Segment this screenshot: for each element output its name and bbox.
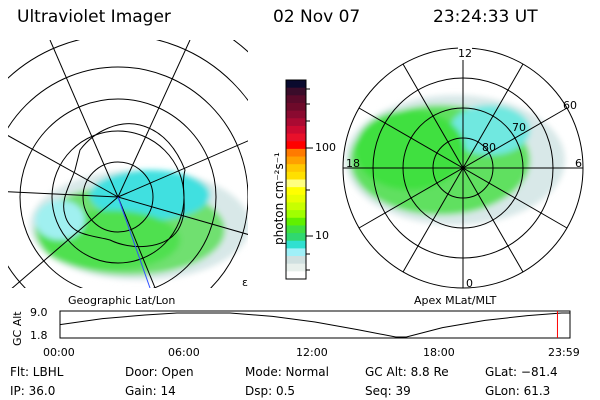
colorbar-segment bbox=[286, 271, 306, 280]
colorbar-segment bbox=[286, 80, 306, 89]
colorbar-ticks bbox=[306, 88, 313, 271]
colorbar-segment bbox=[286, 179, 306, 188]
altitude-plot-frame bbox=[59, 310, 571, 339]
xtick-0000: 00:00 bbox=[43, 346, 75, 359]
ytick-1-8: 1.8 bbox=[30, 329, 48, 342]
colorbar-segment bbox=[286, 141, 306, 150]
xtick-2359: 23:59 bbox=[548, 346, 580, 359]
xtick-1800: 18:00 bbox=[423, 346, 455, 359]
mlat-60: 60 bbox=[563, 99, 577, 112]
colorbar-segment bbox=[286, 95, 306, 104]
date-label: 02 Nov 07 bbox=[273, 7, 361, 27]
colorbar-tick-10: 10 bbox=[315, 229, 329, 242]
colorbar-segment bbox=[286, 256, 306, 265]
xtick-0600: 06:00 bbox=[168, 346, 200, 359]
colorbar-segment bbox=[286, 187, 306, 196]
colorbar-segment bbox=[286, 156, 306, 165]
colorbar bbox=[286, 80, 306, 280]
colorbar-segment bbox=[286, 217, 306, 226]
mlat-80: 80 bbox=[482, 141, 496, 154]
colorbar-segment bbox=[286, 118, 306, 127]
info-field: Seq: 39 bbox=[365, 384, 411, 398]
colorbar-segment bbox=[286, 202, 306, 211]
colorbar-segment bbox=[286, 133, 306, 142]
time-label: 23:24:33 UT bbox=[433, 7, 538, 27]
mlt-0: 0 bbox=[466, 277, 473, 290]
colorbar-segment bbox=[286, 194, 306, 203]
colorbar-segment bbox=[286, 248, 306, 257]
info-field: Flt: LBHL bbox=[10, 365, 64, 379]
mlt-6: 6 bbox=[575, 157, 582, 170]
info-field: GLat: −81.4 bbox=[485, 365, 558, 379]
mlt-18: 18 bbox=[346, 157, 360, 170]
info-field: Gain: 14 bbox=[125, 384, 176, 398]
info-field: GLon: 61.3 bbox=[485, 384, 551, 398]
info-field: Dsp: 0.5 bbox=[245, 384, 296, 398]
corner-mark: ε bbox=[242, 276, 248, 289]
colorbar-segment bbox=[286, 263, 306, 272]
colorbar-segment bbox=[286, 171, 306, 180]
colorbar-segment bbox=[286, 102, 306, 112]
auroral-emission-right bbox=[345, 95, 565, 225]
ytick-9: 9.0 bbox=[30, 306, 48, 319]
altitude-line bbox=[59, 312, 570, 338]
colorbar-segment bbox=[286, 110, 306, 119]
xtick-1200: 12:00 bbox=[296, 346, 328, 359]
info-field: Door: Open bbox=[125, 365, 194, 379]
colorbar-segment bbox=[286, 233, 306, 242]
mlat-70: 70 bbox=[512, 121, 526, 134]
apex-map bbox=[342, 47, 584, 289]
colorbar-segment bbox=[286, 164, 306, 173]
colorbar-segment bbox=[286, 210, 306, 219]
colorbar-segment bbox=[286, 125, 306, 135]
left-panel-label: Geographic Lat/Lon bbox=[68, 294, 176, 307]
info-field: IP: 36.0 bbox=[10, 384, 56, 398]
colorbar-segment bbox=[286, 148, 306, 158]
colorbar-segment bbox=[286, 87, 306, 96]
altitude-axis-label: GC Alt bbox=[11, 311, 24, 346]
right-panel-label: Apex MLat/MLT bbox=[414, 294, 497, 307]
colorbar-segment bbox=[286, 225, 306, 234]
colorbar-tick-100: 100 bbox=[315, 141, 336, 154]
mlt-12: 12 bbox=[458, 47, 472, 60]
info-field: GC Alt: 8.8 Re bbox=[365, 365, 449, 379]
instrument-title: Ultraviolet Imager bbox=[17, 7, 171, 27]
geographic-map bbox=[8, 40, 248, 288]
info-field: Mode: Normal bbox=[245, 365, 329, 379]
colorbar-segment bbox=[286, 240, 306, 249]
colorbar-label: photon cm⁻²s⁻¹ bbox=[272, 152, 286, 245]
